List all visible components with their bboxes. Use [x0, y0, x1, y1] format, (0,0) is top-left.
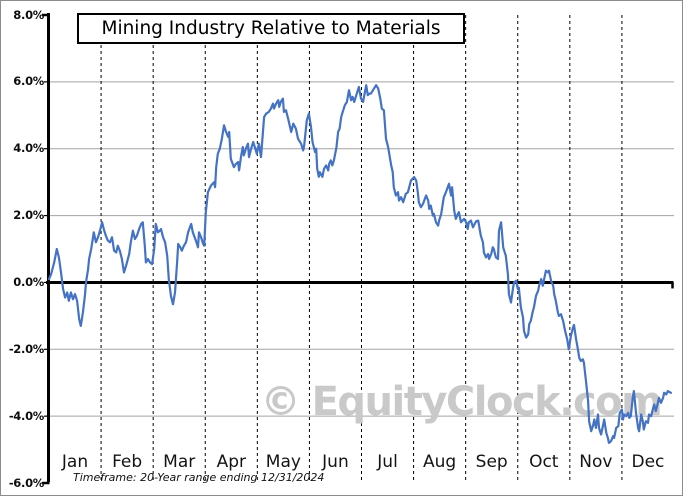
- x-month-label-oct: Oct: [529, 452, 559, 472]
- x-month-label-mar: Mar: [163, 452, 196, 472]
- series-polyline: [47, 84, 673, 444]
- x-month-label-jan: Jan: [61, 452, 89, 472]
- x-month-label-apr: Apr: [216, 452, 246, 472]
- x-month-label-jun: Jun: [322, 452, 349, 472]
- x-month-label-nov: Nov: [579, 452, 613, 472]
- y-tick-label-2: 2.0%: [13, 208, 44, 223]
- y-tick-label--2: -2.0%: [8, 341, 44, 356]
- y-tick-label--4: -4.0%: [8, 408, 44, 423]
- seasonal-average-line: [47, 84, 673, 444]
- zero-line: [46, 280, 674, 289]
- timeframe-footnote: Timeframe: 20-Year range ending 12/31/20…: [73, 471, 325, 484]
- x-month-label-aug: Aug: [423, 452, 457, 472]
- y-tick-label-6: 6.0%: [13, 74, 44, 89]
- x-month-label-dec: Dec: [631, 452, 665, 472]
- equityclock-watermark: © EquityClock.com: [261, 379, 662, 425]
- y-tick-label-4: 4.0%: [13, 141, 44, 156]
- y-tick-label-0: 0.0%: [13, 274, 44, 289]
- y-tick-label--6: -6.0%: [8, 475, 44, 490]
- x-month-label-may: May: [265, 452, 301, 472]
- x-month-label-sep: Sep: [475, 452, 508, 472]
- x-month-label-feb: Feb: [112, 452, 143, 472]
- y-axis: [42, 13, 50, 485]
- chart-title-box: Mining Industry Relative to Materials: [77, 13, 465, 44]
- y-tick-label-8: 8.0%: [13, 7, 44, 22]
- chart-title: Mining Industry Relative to Materials: [101, 18, 441, 39]
- x-month-label-jul: Jul: [377, 452, 398, 472]
